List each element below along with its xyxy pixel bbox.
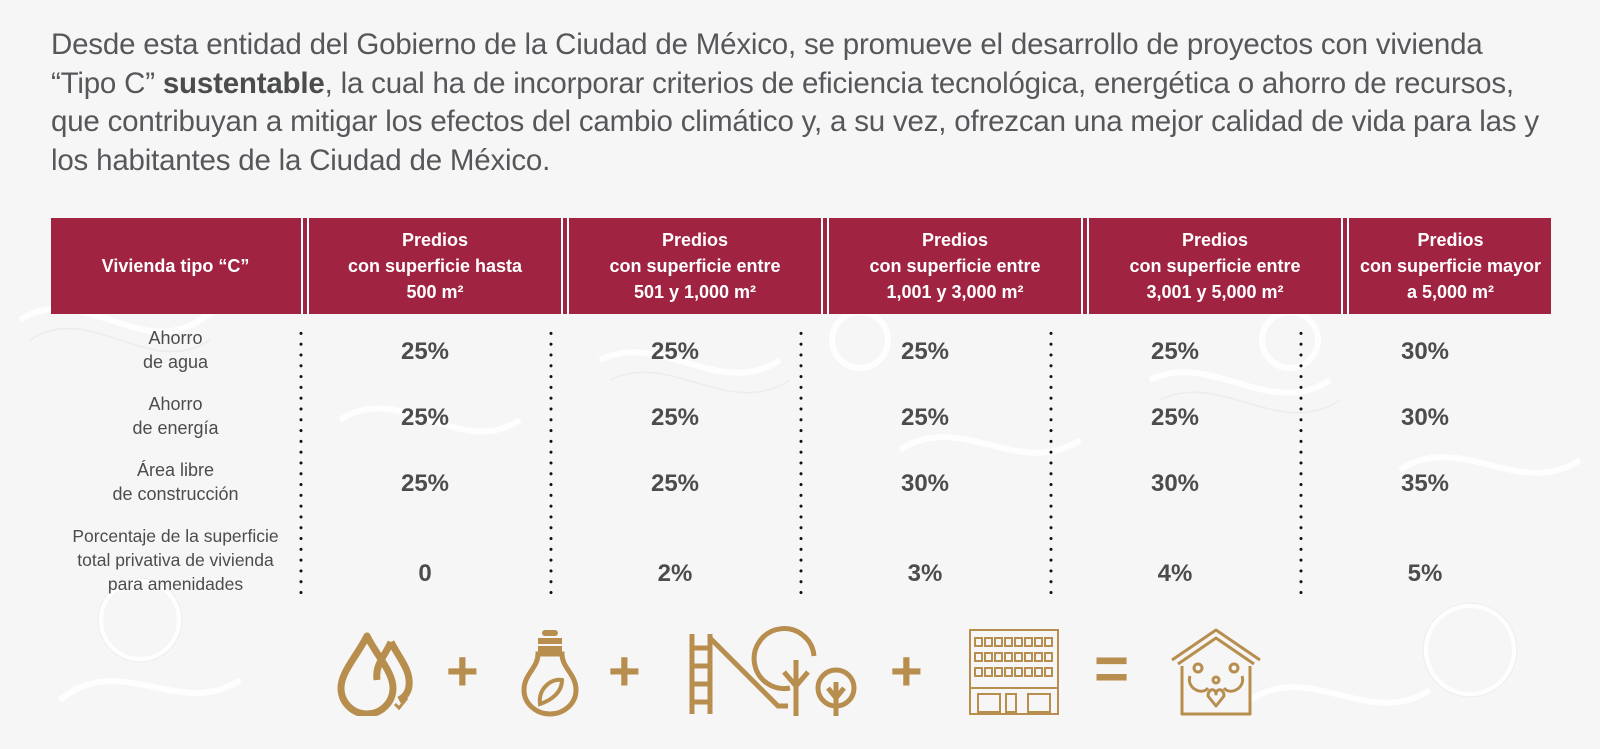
table-row-ahorro-energia: Ahorro de energía	[51, 392, 1551, 440]
table-cell-value: 25%	[900, 404, 950, 431]
header-line: con superficie mayor	[1359, 256, 1542, 276]
plus-operator: +	[608, 639, 641, 702]
header-col-2: Predios con superficie entre 501 y 1,000…	[570, 218, 820, 314]
column-separator	[561, 218, 569, 314]
table-cell-value: 25%	[1150, 404, 1200, 431]
family-home-icon	[1171, 628, 1261, 716]
header-line: Predios	[1417, 230, 1484, 250]
header-line: Predios	[921, 230, 989, 250]
header-line: 3,001 y 5,000 m²	[1146, 282, 1284, 302]
eco-lightbulb-icon	[521, 630, 579, 717]
row-label-line: de agua	[142, 352, 209, 372]
table-cell-value: 5%	[1407, 560, 1443, 587]
header-col-4: Predios con superficie entre 3,001 y 5,0…	[1090, 218, 1340, 314]
row-label-line: Área libre	[136, 460, 215, 480]
row-label: Ahorro de energía	[51, 392, 300, 440]
header-line: con superficie entre	[609, 256, 781, 276]
plus-operator: +	[890, 639, 923, 702]
header-col-1: Predios con superficie hasta 500 m²	[310, 218, 560, 314]
table-body: Ahorro de agua Ahorro de energía Área li…	[51, 314, 1551, 598]
table-cell-value: 30%	[1150, 470, 1200, 497]
row-label-line: de construcción	[112, 484, 239, 504]
intro-text-before: Desde esta entidad del Gobierno de la Ci…	[51, 28, 1483, 100]
dotted-divider	[549, 328, 553, 598]
table-cell-value: 25%	[1150, 338, 1200, 365]
table-cell-value: 35%	[1400, 470, 1450, 497]
header-line: con superficie hasta	[347, 256, 523, 276]
header-line: Predios	[661, 230, 729, 250]
water-drops-icon	[337, 632, 413, 716]
equation-illustration: + + +	[0, 626, 1600, 720]
column-separator	[1081, 218, 1089, 314]
header-col-3: Predios con superficie entre 1,001 y 3,0…	[830, 218, 1080, 314]
header-col-5: Predios con superficie mayor a 5,000 m²	[1350, 218, 1551, 314]
dotted-divider	[799, 328, 803, 598]
header-line: con superficie entre	[1129, 256, 1301, 276]
table-cell-value: 25%	[400, 338, 450, 365]
row-label: Ahorro de agua	[51, 326, 300, 374]
table-header-row: Vivienda tipo “C” Predios con superficie…	[51, 218, 1551, 314]
header-line: a 5,000 m²	[1406, 282, 1495, 302]
requirements-table: Vivienda tipo “C” Predios con superficie…	[51, 218, 1551, 598]
row-label-line: para amenidades	[107, 574, 244, 594]
row-label-line: de energía	[132, 418, 219, 438]
header-line: Predios	[1181, 230, 1249, 250]
equals-operator: =	[1094, 635, 1130, 702]
table-cell-value: 25%	[650, 338, 700, 365]
table-cell-value: 30%	[1400, 338, 1450, 365]
intro-bold-word: sustentable	[162, 66, 325, 100]
column-separator	[301, 218, 309, 314]
table-cell-value: 25%	[900, 338, 950, 365]
table-cell-value: 25%	[400, 470, 450, 497]
table-cell-value: 2%	[657, 560, 693, 587]
dotted-divider	[1299, 328, 1303, 598]
row-label: Porcentaje de la superficie total privat…	[51, 524, 300, 596]
header-line: Predios	[401, 230, 469, 250]
dotted-divider	[1049, 328, 1053, 598]
row-label-line: total privativa de vivienda	[77, 550, 274, 570]
table-cell-value: 0	[418, 560, 432, 587]
column-separator	[821, 218, 829, 314]
table-cell-value: 4%	[1157, 560, 1193, 587]
table-cell-value: 30%	[1400, 404, 1450, 431]
plus-operator: +	[446, 639, 479, 702]
apartment-building-icon	[969, 629, 1059, 715]
header-line: 501 y 1,000 m²	[633, 282, 757, 302]
column-separator	[1341, 218, 1349, 314]
table-row-amenidades: Porcentaje de la superficie total privat…	[51, 524, 1551, 596]
row-label: Área libre de construcción	[51, 458, 300, 506]
table-row-area-libre: Área libre de construcción	[51, 458, 1551, 506]
header-line: con superficie entre	[869, 256, 1041, 276]
row-label-line: Ahorro	[148, 394, 203, 414]
table-cell-value: 30%	[900, 470, 950, 497]
table-row-ahorro-agua: Ahorro de agua	[51, 326, 1551, 374]
table-cell-value: 25%	[400, 404, 450, 431]
intro-text-after: , la cual ha de incorporar criterios de …	[51, 66, 1539, 177]
row-label-line: Porcentaje de la superficie	[72, 526, 279, 546]
header-line: 500 m²	[406, 282, 464, 302]
playground-trees-icon	[689, 626, 857, 716]
table-cell-value: 3%	[907, 560, 943, 587]
header-vivienda-tipo-c: Vivienda tipo “C”	[101, 256, 250, 276]
row-label-line: Ahorro	[148, 328, 203, 348]
table-cell-value: 25%	[650, 470, 700, 497]
dotted-divider	[299, 328, 303, 598]
table-cell-value: 25%	[650, 404, 700, 431]
header-line: 1,001 y 3,000 m²	[886, 282, 1024, 302]
intro-paragraph: Desde esta entidad del Gobierno de la Ci…	[51, 26, 1551, 180]
